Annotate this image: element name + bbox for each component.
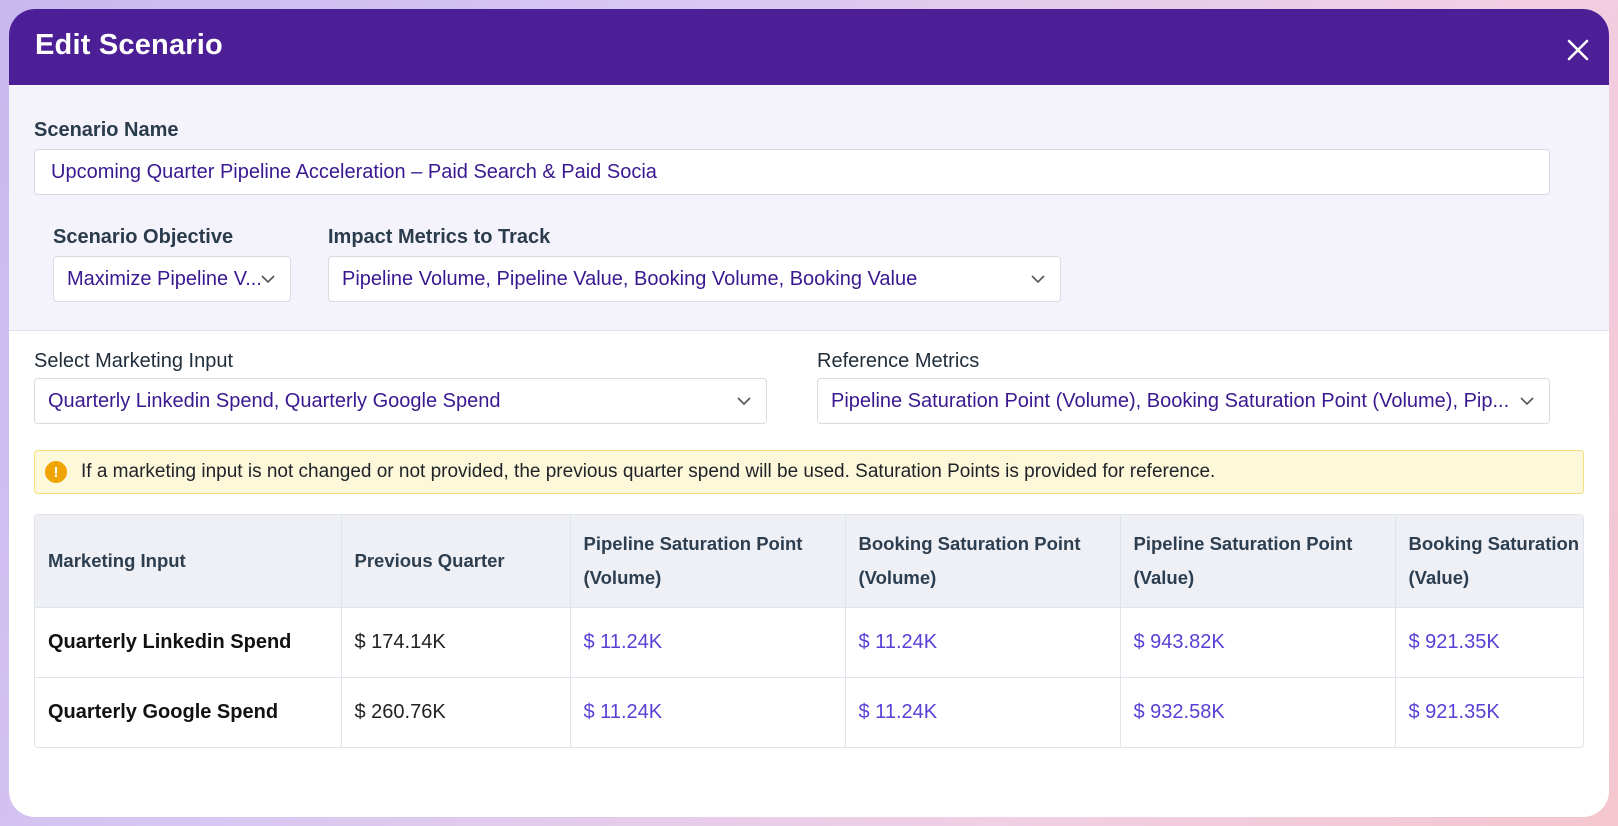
scenario-objective-value: Maximize Pipeline V... [67,267,260,290]
column-header[interactable]: Booking Saturation Point (Volume) [845,515,1121,608]
marketing-input-cell: Quarterly Google Spend [35,677,342,747]
pipeline-volume-saturation-cell: $ 11.24K [570,607,846,678]
scenario-objective-select[interactable]: Maximize Pipeline V... [53,256,291,302]
chevron-down-icon [737,397,751,406]
column-header[interactable]: Booking Saturation Point(Value) [1395,515,1583,608]
table-header-row: Marketing Input Previous Quarter Pipelin… [35,515,1583,608]
column-header[interactable]: Previous Quarter [341,515,571,608]
close-icon[interactable] [1565,37,1591,63]
pipeline-value-saturation-cell: $ 943.82K [1120,607,1396,678]
column-header[interactable]: Marketing Input [35,515,342,608]
table-row: Quarterly Linkedin Spend $ 174.14K $ 11.… [35,607,1583,678]
scenario-objective-label: Scenario Objective [53,226,234,248]
impact-metrics-label: Impact Metrics to Track [328,226,551,248]
reference-metrics-value: Pipeline Saturation Point (Volume), Book… [831,389,1510,412]
scenario-settings-section: Scenario Name Upcoming Quarter Pipeline … [9,85,1609,331]
info-alert: ! If a marketing input is not changed or… [34,450,1584,494]
reference-metrics-label: Reference Metrics [817,350,980,372]
scenario-name-input[interactable]: Upcoming Quarter Pipeline Acceleration –… [34,149,1550,195]
pipeline-volume-saturation-cell: $ 11.24K [570,677,846,747]
booking-volume-saturation-cell: $ 11.24K [845,677,1121,747]
column-header[interactable]: Pipeline Saturation Point (Value) [1120,515,1396,608]
booking-volume-saturation-cell: $ 11.24K [845,607,1121,678]
saturation-table: Marketing Input Previous Quarter Pipelin… [34,514,1584,748]
chevron-down-icon [261,275,275,284]
previous-quarter-cell[interactable]: $ 260.76K [341,677,571,747]
scenario-name-value: Upcoming Quarter Pipeline Acceleration –… [51,160,657,183]
dialog-header: Edit Scenario [9,9,1609,85]
table-row: Quarterly Google Spend $ 260.76K $ 11.24… [35,677,1583,747]
marketing-input-cell: Quarterly Linkedin Spend [35,607,342,678]
saturation-table-grid: Marketing Input Previous Quarter Pipelin… [35,515,1583,747]
dialog-title: Edit Scenario [35,29,223,61]
chevron-down-icon [1520,397,1534,406]
column-header[interactable]: Pipeline Saturation Point (Volume) [570,515,846,608]
previous-quarter-cell[interactable]: $ 174.14K [341,607,571,678]
chevron-down-icon [1031,275,1045,284]
edit-scenario-dialog: Edit Scenario Scenario Name Upcoming Qua… [9,9,1609,817]
info-icon: ! [45,461,67,483]
pipeline-value-saturation-cell: $ 932.58K [1120,677,1396,747]
marketing-input-label: Select Marketing Input [34,350,233,372]
reference-metrics-select[interactable]: Pipeline Saturation Point (Volume), Book… [817,378,1550,424]
booking-value-saturation-cell: $ 921.35K [1395,677,1583,747]
scenario-name-label: Scenario Name [34,119,179,141]
alert-text: If a marketing input is not changed or n… [81,461,1216,482]
impact-metrics-value: Pipeline Volume, Pipeline Value, Booking… [342,267,918,290]
impact-metrics-select[interactable]: Pipeline Volume, Pipeline Value, Booking… [328,256,1061,302]
marketing-input-select[interactable]: Quarterly Linkedin Spend, Quarterly Goog… [34,378,767,424]
booking-value-saturation-cell: $ 921.35K [1395,607,1583,678]
marketing-input-value: Quarterly Linkedin Spend, Quarterly Goog… [48,389,501,412]
